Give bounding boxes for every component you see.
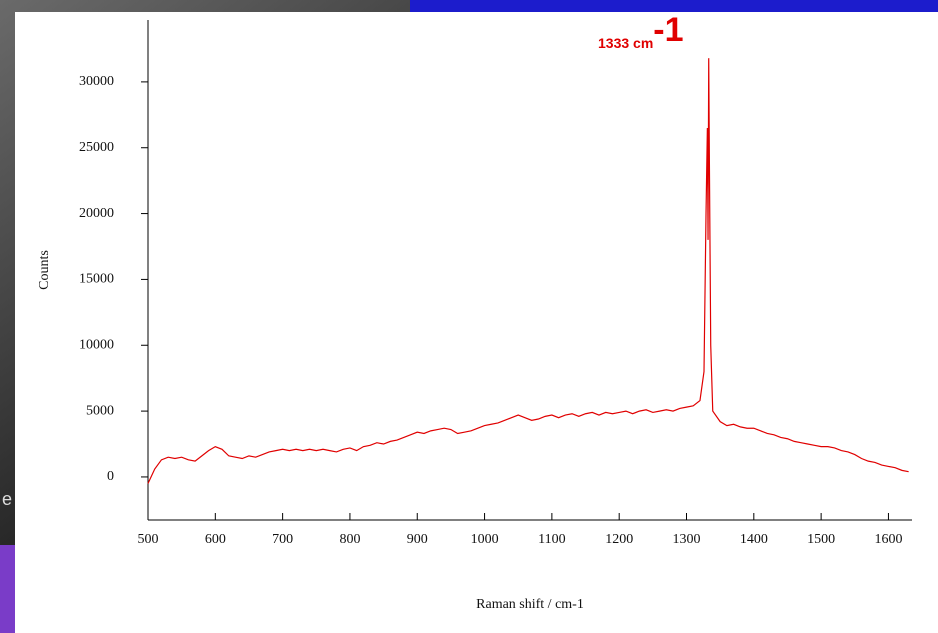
y-tick-label: 15000 <box>79 272 114 287</box>
y-axis-label: Counts <box>37 250 52 290</box>
y-tick-label: 5000 <box>86 403 114 418</box>
x-axis-label: Raman shift / cm-1 <box>476 597 584 612</box>
y-tick-label: 25000 <box>79 140 114 155</box>
y-tick-label: 10000 <box>79 337 114 352</box>
purple-band <box>0 545 15 633</box>
x-tick-label: 1100 <box>538 532 565 547</box>
y-tick-label: 20000 <box>79 206 114 221</box>
y-tick-label: 30000 <box>79 74 114 89</box>
x-tick-label: 500 <box>138 532 159 547</box>
x-tick-label: 1300 <box>673 532 701 547</box>
blue-band <box>410 0 938 14</box>
peak-annotation: 1333 cm-1 <box>598 11 684 51</box>
spectrum-line <box>147 58 909 484</box>
x-tick-label: 700 <box>272 532 293 547</box>
x-tick-label: 1200 <box>605 532 633 547</box>
x-tick-label: 1000 <box>471 532 499 547</box>
background-text: e <box>2 489 12 509</box>
y-tick-label: 0 <box>107 469 114 484</box>
x-tick-label: 900 <box>407 532 428 547</box>
x-tick-label: 1500 <box>807 532 835 547</box>
x-tick-label: 600 <box>205 532 226 547</box>
x-tick-label: 1600 <box>874 532 902 547</box>
x-tick-label: 1400 <box>740 532 768 547</box>
x-tick-label: 800 <box>339 532 360 547</box>
panel <box>15 12 938 633</box>
